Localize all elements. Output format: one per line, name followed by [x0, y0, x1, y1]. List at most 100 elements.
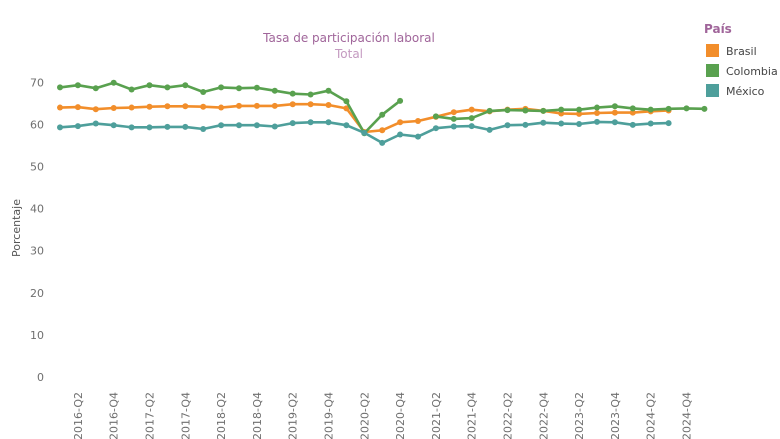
data-point	[558, 106, 565, 113]
data-point	[236, 85, 242, 92]
data-point	[450, 115, 457, 122]
x-tick-label: 2023-Q4	[609, 392, 622, 439]
data-point	[665, 120, 672, 127]
data-point	[218, 122, 225, 129]
data-point	[343, 98, 350, 105]
data-point	[397, 131, 404, 138]
data-point	[218, 104, 225, 111]
data-point	[522, 107, 529, 114]
data-point	[289, 101, 296, 108]
data-point	[146, 124, 153, 131]
data-point	[504, 122, 511, 129]
series-mexico	[57, 118, 672, 146]
y-tick-label: 70	[30, 76, 44, 89]
data-point	[540, 119, 547, 126]
data-point	[486, 126, 493, 133]
data-point	[343, 105, 350, 112]
x-tick-label: 2020-Q4	[394, 392, 407, 439]
data-point	[236, 122, 242, 129]
data-point	[164, 84, 171, 91]
data-point	[594, 110, 600, 117]
y-tick-label: 50	[30, 161, 44, 174]
x-tick-label: 2024-Q4	[681, 392, 694, 439]
legend-swatch	[706, 64, 719, 77]
data-point	[432, 113, 439, 120]
data-point	[415, 118, 421, 125]
data-point	[271, 102, 278, 109]
legend-title: País	[704, 22, 732, 36]
data-point	[611, 109, 618, 116]
data-point	[271, 87, 278, 94]
data-point	[450, 123, 457, 130]
data-point	[164, 123, 171, 130]
legend: País Brasil Colombia México	[704, 22, 778, 98]
data-point	[647, 106, 654, 113]
plot-area	[57, 79, 708, 146]
data-point	[253, 102, 260, 109]
data-point	[253, 84, 260, 91]
y-tick-label: 60	[30, 118, 44, 131]
data-point	[611, 119, 618, 126]
x-tick-label: 2018-Q2	[215, 392, 228, 439]
data-point	[307, 101, 314, 108]
data-point	[594, 118, 600, 125]
data-point	[182, 123, 189, 130]
data-point	[450, 109, 457, 116]
data-point	[200, 103, 207, 110]
x-tick-label: 2019-Q4	[323, 392, 336, 439]
data-point	[57, 84, 63, 91]
x-tick-label: 2016-Q4	[108, 392, 121, 439]
data-point	[182, 103, 189, 110]
data-point	[92, 85, 99, 92]
y-tick-label: 20	[30, 287, 44, 300]
data-point	[629, 109, 636, 116]
data-point	[146, 82, 153, 89]
data-point	[415, 133, 421, 140]
data-point	[468, 115, 475, 122]
legend-label: México	[726, 85, 765, 98]
data-point	[325, 119, 332, 126]
data-point	[647, 120, 654, 127]
data-point	[486, 107, 493, 114]
x-tick-label: 2017-Q4	[179, 392, 192, 439]
data-point	[379, 127, 386, 134]
data-point	[343, 122, 350, 129]
x-axis: 2016-Q2 2016-Q4 2017-Q2 2017-Q4 2018-Q2 2018-…	[72, 392, 694, 439]
data-point	[289, 120, 296, 127]
data-point	[57, 104, 63, 111]
data-point	[468, 106, 475, 113]
data-point	[236, 102, 242, 109]
data-point	[325, 87, 332, 94]
x-tick-label: 2022-Q2	[502, 392, 515, 439]
data-point	[629, 105, 636, 112]
data-point	[110, 104, 117, 111]
chart-title: Tasa de participación laboral	[262, 31, 435, 45]
data-point	[289, 90, 296, 97]
data-point	[253, 122, 260, 129]
x-tick-label: 2020-Q2	[358, 392, 371, 439]
chart-subtitle: Total	[334, 47, 363, 61]
data-point	[271, 123, 278, 130]
data-point	[432, 125, 439, 132]
data-point	[307, 119, 314, 126]
data-point	[128, 104, 135, 111]
y-tick-label: 10	[30, 329, 44, 342]
data-point	[218, 84, 225, 91]
data-point	[397, 97, 404, 104]
data-point	[200, 126, 207, 133]
legend-swatch	[706, 84, 719, 97]
data-point	[146, 103, 153, 110]
data-point	[665, 105, 672, 112]
data-point	[468, 123, 475, 130]
x-tick-label: 2016-Q2	[72, 392, 85, 439]
x-tick-label: 2022-Q4	[537, 392, 550, 439]
data-point	[522, 121, 529, 128]
data-point	[164, 103, 171, 110]
x-tick-label: 2019-Q2	[287, 392, 300, 439]
data-point	[128, 86, 135, 93]
y-axis-label: Porcentaje	[10, 199, 23, 257]
data-point	[57, 124, 63, 131]
data-point	[576, 106, 583, 113]
data-point	[576, 120, 583, 127]
